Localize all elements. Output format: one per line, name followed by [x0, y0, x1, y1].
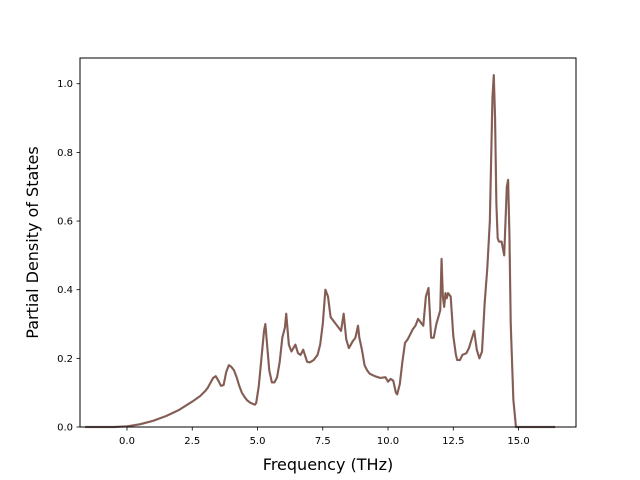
plot-background [80, 58, 576, 427]
x-tick-label: 5.0 [250, 436, 266, 447]
x-axis-title: Frequency (THz) [263, 455, 393, 474]
y-tick-label: 0.0 [57, 423, 73, 434]
x-tick-label: 15.0 [507, 436, 529, 447]
series-layer [85, 74, 556, 429]
x-tick-label: 0.0 [119, 436, 135, 447]
y-tick-label: 0.8 [57, 148, 73, 159]
y-tick-label: 0.6 [57, 217, 73, 228]
x-axis: 0.0 2.5 5.0 7.5 10.0 12.5 15.0 [119, 427, 530, 447]
y-tick-label: 1.0 [57, 79, 73, 90]
x-tick-label: 7.5 [315, 436, 331, 447]
plot-frame [79, 57, 577, 428]
y-axis-title: Partial Density of States [23, 146, 42, 338]
y-tick-label: 0.2 [57, 354, 73, 365]
x-tick-label: 10.0 [377, 436, 399, 447]
x-tick-label: 2.5 [184, 436, 200, 447]
pdos-series-line [85, 74, 556, 428]
y-tick-label: 0.4 [57, 285, 73, 296]
y-axis: 0.0 0.2 0.4 0.6 0.8 1.0 [57, 79, 80, 434]
x-tick-label: 12.5 [442, 436, 464, 447]
